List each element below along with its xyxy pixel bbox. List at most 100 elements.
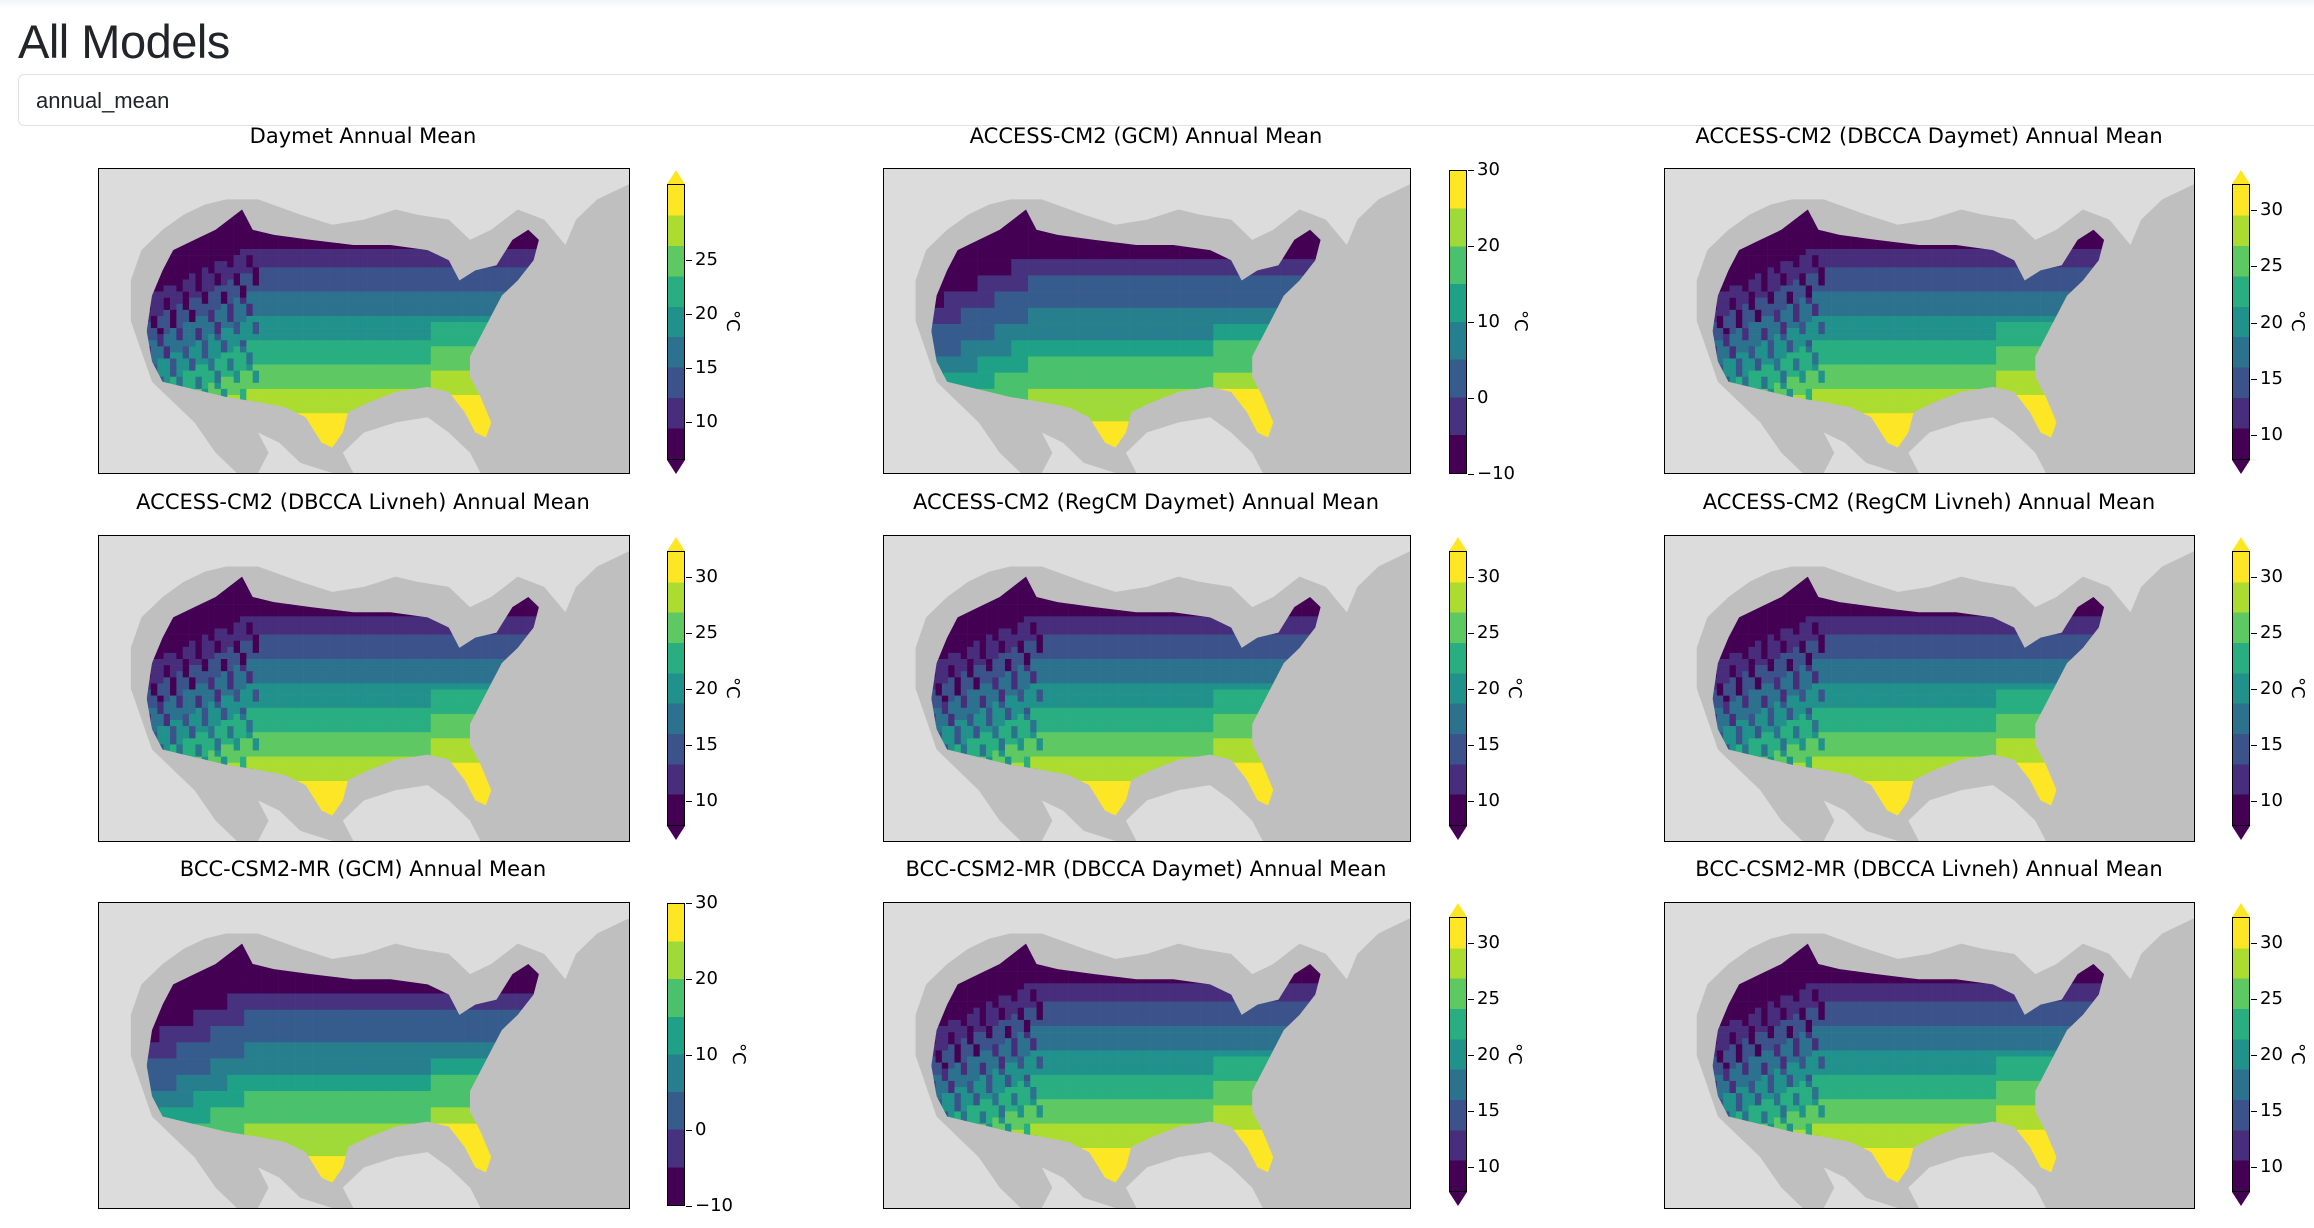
land-mask [99,903,629,1208]
colorbar-tick-label: 10 [695,411,718,432]
colorbar-unit-label: °C [722,310,743,332]
colorbar-tick-label: 20 [1477,678,1500,699]
map-plot [98,168,630,474]
colorbar-tick-mark [1468,998,1474,1000]
land-mask [99,169,629,473]
colorbar-tick-mark [2251,1167,2257,1169]
map-plot [98,902,630,1209]
panel-title: BCC-CSM2-MR (DBCCA Livneh) Annual Mean [1629,857,2229,881]
colorbar-extend-bottom [667,826,685,840]
colorbar-unit-label: °C [722,677,743,699]
colorbar-tick-label: 10 [2260,790,2283,811]
land-mask [884,169,1410,473]
colorbar-tick-label: 10 [1477,790,1500,811]
colorbar-extend-top [2232,170,2250,184]
colorbar-tick-mark [1468,170,1474,171]
colorbar-unit-label: °C [1504,677,1525,699]
colorbar-tick-label: 25 [695,249,718,270]
colorbar-tick-mark [686,978,692,980]
colorbar-tick-mark [2251,435,2257,437]
colorbar-tick-label: 20 [695,968,718,989]
colorbar-tick-label: 10 [2260,1156,2283,1177]
colorbar-tick-mark [2251,209,2257,211]
colorbar-tick-label: 20 [1477,235,1500,256]
colorbar-tick-label: 25 [2260,988,2283,1009]
colorbar-tick-label: 15 [695,734,718,755]
colorbar-tick-mark [686,1130,692,1132]
colorbar-tick-label: 10 [1477,311,1500,332]
colorbar-tick-mark [1468,1111,1474,1113]
colorbar-tick-label: 30 [695,566,718,587]
colorbar-unit-label: °C [1510,310,1531,332]
colorbar-tick-mark [1468,689,1474,691]
map-plot [883,902,1411,1209]
land-mask [884,536,1410,841]
colorbar [2232,551,2250,826]
colorbar [1449,917,1467,1192]
panel-title: ACCESS-CM2 (DBCCA Livneh) Annual Mean [63,490,663,514]
colorbar-extend-top [2232,903,2250,917]
colorbar-extend-bottom [2232,826,2250,840]
colorbar-tick-label: 25 [2260,622,2283,643]
map-plot [883,535,1411,842]
colorbar-extend-top [1449,903,1467,917]
colorbar-tick-mark [2251,1111,2257,1113]
colorbar-tick-mark [1468,322,1474,323]
colorbar-tick-mark [2251,576,2257,578]
colorbar-tick-mark [686,903,692,904]
panel-title: ACCESS-CM2 (GCM) Annual Mean [846,124,1446,148]
colorbar-extend-bottom [2232,1192,2250,1206]
colorbar-tick-label: 0 [695,1119,706,1140]
colorbar-tick-mark [2251,266,2257,268]
colorbar-tick-mark [686,368,692,369]
map-plot [883,168,1411,474]
colorbar-extend-top [667,170,685,184]
colorbar-tick-mark [686,689,692,691]
panel-title: ACCESS-CM2 (DBCCA Daymet) Annual Mean [1629,124,2229,148]
colorbar-tick-mark [2251,632,2257,634]
colorbar-tick-label: 15 [2260,1100,2283,1121]
map-plot [1664,535,2195,842]
land-mask [1665,169,2194,473]
colorbar-tick-label: 30 [2260,566,2283,587]
colorbar [667,551,685,826]
colorbar-tick-mark [2251,942,2257,944]
colorbar-tick-label: 25 [1477,988,1500,1009]
colorbar-unit-label: °C [2287,677,2308,699]
colorbar-tick-label: 25 [695,622,718,643]
panel-title: ACCESS-CM2 (RegCM Daymet) Annual Mean [846,490,1446,514]
colorbar-tick-mark [2251,998,2257,1000]
colorbar-tick-mark [686,313,692,315]
page-title: All Models [18,14,230,69]
colorbar-tick-mark [1468,474,1474,475]
colorbar-unit-label: °C [2287,310,2308,332]
colorbar-unit-label: °C [728,1043,749,1065]
variable-select-value: annual_mean [36,88,169,114]
land-mask [884,903,1410,1208]
colorbar-tick-mark [2251,745,2257,747]
colorbar-tick-mark [2251,1055,2257,1057]
colorbar-tick-mark [686,632,692,634]
colorbar-tick-label: 10 [695,1044,718,1065]
colorbar-extend-bottom [1449,1192,1467,1206]
colorbar-tick-label: 20 [1477,1044,1500,1065]
colorbar-tick-label: 25 [2260,255,2283,276]
colorbar-tick-label: 15 [695,357,718,378]
colorbar-tick-label: 30 [1477,932,1500,953]
colorbar-tick-mark [1468,1055,1474,1057]
colorbar [2232,917,2250,1192]
variable-select[interactable]: annual_mean [18,74,2314,126]
colorbar-extend-top [1449,537,1467,551]
map-plot [1664,168,2195,474]
colorbar-tick-label: 30 [1477,159,1500,180]
colorbar-tick-mark [2251,801,2257,803]
colorbar-extend-bottom [1449,826,1467,840]
colorbar-tick-mark [2251,689,2257,691]
colorbar-tick-mark [686,422,692,424]
colorbar-tick-mark [2251,378,2257,380]
colorbar-tick-label: 15 [2260,368,2283,389]
colorbar-tick-label: −10 [1477,463,1515,484]
colorbar-tick-label: 15 [2260,734,2283,755]
colorbar-extend-top [667,537,685,551]
